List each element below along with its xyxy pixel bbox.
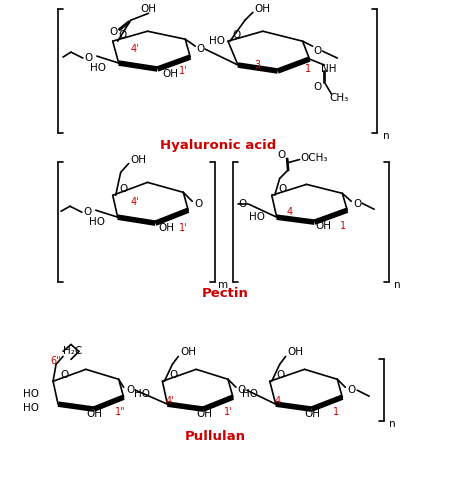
Text: O: O (277, 150, 286, 160)
Text: 4': 4' (131, 44, 139, 54)
Text: OCH₃: OCH₃ (301, 152, 328, 162)
Text: OH: OH (140, 4, 156, 15)
Text: O: O (233, 30, 241, 40)
Text: H₂C: H₂C (63, 346, 82, 356)
Text: O: O (238, 385, 246, 395)
Text: 1": 1" (115, 407, 126, 417)
Text: HO: HO (23, 389, 39, 399)
Text: OH: OH (304, 409, 320, 419)
Text: 1: 1 (333, 407, 340, 417)
Text: Pullulan: Pullulan (185, 430, 245, 444)
Text: 4': 4' (131, 198, 139, 207)
Text: O: O (85, 53, 93, 63)
Text: O: O (314, 46, 322, 56)
Text: HO: HO (23, 403, 39, 413)
Text: O: O (353, 200, 361, 209)
Text: OH: OH (131, 154, 147, 164)
Text: O: O (60, 370, 68, 380)
Text: HO: HO (89, 217, 105, 227)
Text: O: O (196, 44, 204, 54)
Text: 4: 4 (275, 396, 281, 406)
Text: OH: OH (180, 348, 196, 358)
Text: 1: 1 (304, 64, 311, 74)
Text: 4: 4 (287, 207, 292, 217)
Text: m: m (218, 280, 228, 290)
Text: OH: OH (287, 348, 303, 358)
Text: 4': 4' (166, 396, 175, 406)
Text: OH: OH (87, 409, 103, 419)
Text: O: O (84, 207, 92, 217)
Text: O: O (120, 184, 128, 194)
Text: CH₃: CH₃ (329, 93, 349, 103)
Text: HO: HO (134, 389, 150, 399)
Text: 1: 1 (340, 221, 346, 231)
Text: HO: HO (209, 36, 225, 46)
Text: OH: OH (162, 69, 178, 79)
Text: 1': 1' (179, 66, 187, 76)
Text: OH: OH (255, 4, 271, 15)
Text: O: O (118, 30, 127, 40)
Text: HO: HO (90, 63, 106, 73)
Text: 1': 1' (179, 223, 187, 233)
Text: O: O (314, 82, 322, 92)
Text: O: O (279, 184, 287, 194)
Text: HO: HO (249, 212, 265, 222)
Text: Pectin: Pectin (202, 288, 249, 300)
Text: 1': 1' (223, 407, 232, 417)
Text: O: O (239, 200, 247, 209)
Text: OH: OH (196, 409, 212, 419)
Text: n: n (383, 130, 389, 140)
Text: n: n (393, 280, 400, 290)
Text: 6": 6" (50, 356, 61, 366)
Text: O: O (110, 27, 118, 37)
Text: O: O (276, 370, 285, 380)
Text: HO: HO (242, 389, 258, 399)
Text: O: O (169, 370, 177, 380)
Text: OH: OH (315, 221, 331, 231)
Text: Hyaluronic acid: Hyaluronic acid (160, 139, 276, 152)
Text: 3: 3 (255, 60, 261, 70)
Text: n: n (389, 419, 395, 429)
Text: NH: NH (321, 64, 337, 74)
Text: OH: OH (159, 223, 175, 233)
Text: O: O (127, 385, 135, 395)
Text: O: O (194, 200, 202, 209)
Text: O: O (347, 385, 356, 395)
